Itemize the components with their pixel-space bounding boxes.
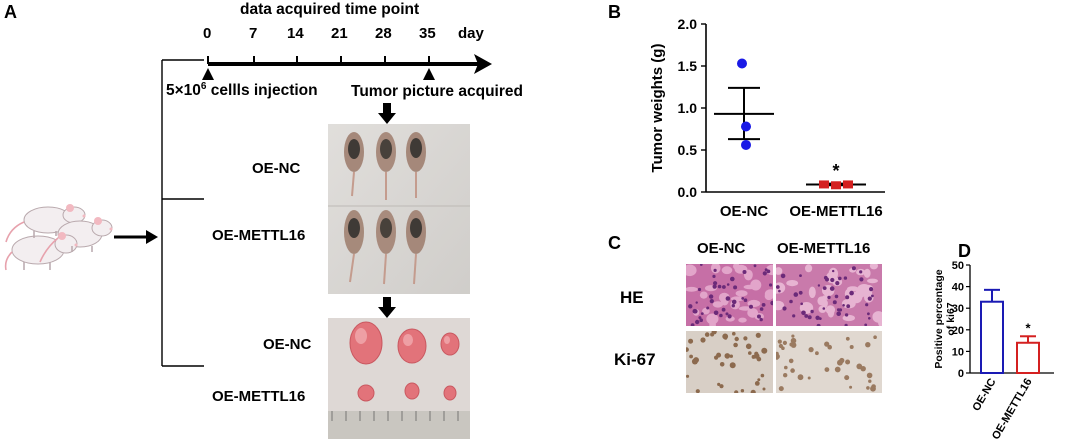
y-tick-label: 20 xyxy=(952,325,964,337)
ki67-image-oe-nc xyxy=(686,331,773,393)
day-tick-label: 7 xyxy=(249,25,258,42)
mice-group-label: OE-METTL16 xyxy=(212,227,306,244)
day-tick-label: 28 xyxy=(375,25,392,42)
tumor-weight-chart: 0.0 0.5 1.0 1.5 2.0 Tumor weights (g) OE-NC OE-… xyxy=(649,16,885,220)
panel-d-label: D xyxy=(958,241,971,261)
histology-row-label: Ki-67 xyxy=(614,350,656,369)
he-image-oe-mettl16 xyxy=(776,264,882,326)
data-point xyxy=(819,180,829,189)
y-tick-label: 10 xyxy=(952,346,964,358)
down-arrow-icon xyxy=(378,103,396,124)
y-tick-label: 50 xyxy=(952,260,964,272)
group-bracket xyxy=(161,59,204,367)
data-point xyxy=(843,180,853,189)
day-tick-label: 21 xyxy=(331,25,348,42)
day-tick-label: 0 xyxy=(203,25,212,42)
significance-marker: * xyxy=(832,161,839,181)
panel-c-label: C xyxy=(608,233,621,253)
y-tick-label: 40 xyxy=(952,282,964,294)
y-tick-label: 0.5 xyxy=(678,142,698,158)
timeline-title: data acquired time point xyxy=(240,1,420,18)
data-point xyxy=(737,58,747,69)
histology-column-label: OE-METTL16 xyxy=(777,240,871,257)
tumor-group-label: OE-METTL16 xyxy=(212,388,306,405)
y-tick-label: 1.0 xyxy=(678,100,698,116)
y-tick-label: 0.0 xyxy=(678,184,698,200)
x-tick-label: OE-NC xyxy=(720,203,769,220)
data-point xyxy=(741,139,751,150)
data-point xyxy=(831,181,841,190)
y-tick-label: 1.5 xyxy=(678,58,698,74)
mice-illustration xyxy=(4,204,113,271)
he-image-oe-nc xyxy=(686,264,773,326)
histology-row-label: HE xyxy=(620,288,644,307)
y-tick-label: 30 xyxy=(952,303,964,315)
x-tick-label: OE-METTL16 xyxy=(789,203,882,220)
bar xyxy=(980,300,1004,374)
day-unit-label: day xyxy=(458,25,484,42)
timeline-axis xyxy=(202,54,492,80)
panel-a-label: A xyxy=(4,2,17,22)
ki67-bar-chart: 0 10 20 30 40 50 Positive percentage of ki67 OE-… xyxy=(933,260,1054,440)
panel-b-label: B xyxy=(608,2,621,22)
data-point xyxy=(741,121,751,132)
tumor-photo xyxy=(328,318,470,439)
y-tick-label: 2.0 xyxy=(678,16,698,32)
y-axis-label: of ki67 xyxy=(945,302,957,335)
right-arrow-icon xyxy=(114,230,158,244)
mice-photo xyxy=(328,124,470,294)
y-axis-label: Positive percentage xyxy=(933,269,945,368)
bar xyxy=(1016,341,1040,375)
y-tick-label: 0 xyxy=(958,368,964,380)
down-arrow-icon xyxy=(378,297,396,318)
tumor-label: Tumor picture acquired xyxy=(351,83,523,100)
x-tick-label: OE-METTL16 xyxy=(990,377,1035,440)
tumor-marker-icon xyxy=(423,68,435,80)
injection-marker-icon xyxy=(202,68,214,80)
histology-column-label: OE-NC xyxy=(697,240,746,257)
significance-marker: * xyxy=(1025,320,1031,335)
day-tick-label: 35 xyxy=(419,25,436,42)
x-tick-label: OE-NC xyxy=(970,376,998,413)
ki67-image-oe-mettl16 xyxy=(776,331,882,393)
day-tick-label: 14 xyxy=(287,25,304,42)
tumor-group-label: OE-NC xyxy=(263,336,312,353)
mice-group-label: OE-NC xyxy=(252,160,301,177)
injection-label: 5×106 cellls injection xyxy=(166,81,318,100)
y-axis-label: Tumor weights (g) xyxy=(649,44,666,173)
